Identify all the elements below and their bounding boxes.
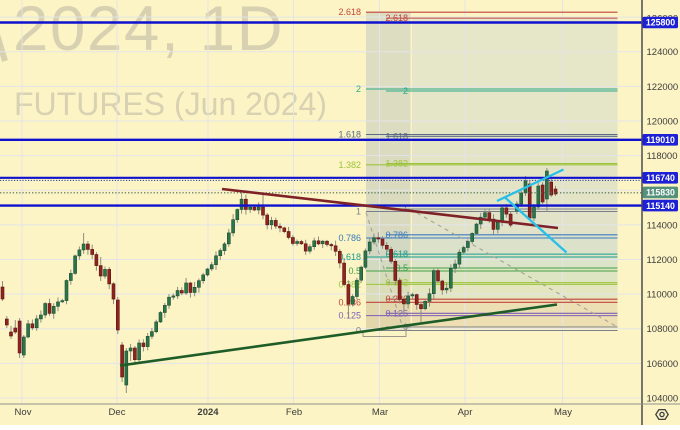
svg-text:1.382: 1.382 — [385, 159, 408, 169]
svg-text:Feb: Feb — [286, 407, 302, 418]
svg-text:106000: 106000 — [647, 359, 679, 370]
svg-text:0: 0 — [356, 326, 361, 336]
svg-text:0: 0 — [403, 322, 408, 332]
svg-text:0.618: 0.618 — [385, 249, 408, 259]
svg-text:0.382: 0.382 — [385, 278, 408, 288]
svg-text:2024, 1D: 2024, 1D — [13, 0, 284, 64]
svg-text:110000: 110000 — [647, 290, 678, 301]
svg-text:104000: 104000 — [647, 393, 679, 404]
svg-text:108000: 108000 — [647, 324, 679, 335]
svg-text:0.125: 0.125 — [385, 308, 408, 318]
svg-text:114000: 114000 — [647, 220, 678, 231]
svg-text:1.618: 1.618 — [385, 131, 408, 141]
svg-text:122000: 122000 — [647, 82, 679, 93]
svg-text:2.618: 2.618 — [338, 7, 361, 17]
svg-text:Nov: Nov — [15, 407, 32, 418]
svg-text:2.618: 2.618 — [385, 13, 408, 23]
svg-text:120000: 120000 — [647, 116, 679, 127]
svg-text:2: 2 — [356, 84, 361, 94]
svg-text:Apr: Apr — [458, 407, 473, 418]
svg-text:115830: 115830 — [646, 188, 675, 198]
svg-text:FUTURES (Jun 2024): FUTURES (Jun 2024) — [14, 86, 327, 122]
svg-text:124000: 124000 — [647, 47, 679, 58]
svg-text:0.786: 0.786 — [338, 233, 361, 243]
svg-text:Dec: Dec — [109, 407, 126, 418]
svg-text:0.618: 0.618 — [338, 252, 361, 262]
svg-text:0.236: 0.236 — [385, 294, 408, 304]
svg-text:116740: 116740 — [646, 173, 675, 183]
svg-text:May: May — [554, 407, 572, 418]
svg-text:125800: 125800 — [646, 18, 675, 28]
svg-text:2: 2 — [403, 86, 408, 96]
svg-text:Mar: Mar — [372, 407, 388, 418]
svg-text:2024: 2024 — [197, 407, 219, 418]
svg-text:0.5: 0.5 — [348, 266, 361, 276]
svg-text:115140: 115140 — [646, 201, 675, 211]
svg-text:118000: 118000 — [647, 151, 678, 162]
svg-text:0.5: 0.5 — [395, 263, 408, 273]
svg-text:0.786: 0.786 — [385, 230, 408, 240]
svg-text:119010: 119010 — [646, 135, 675, 145]
svg-text:1.618: 1.618 — [338, 130, 361, 140]
svg-text:112000: 112000 — [647, 255, 678, 266]
svg-text:0.125: 0.125 — [338, 311, 361, 321]
svg-text:1.382: 1.382 — [338, 160, 361, 170]
svg-text:1: 1 — [356, 207, 361, 217]
